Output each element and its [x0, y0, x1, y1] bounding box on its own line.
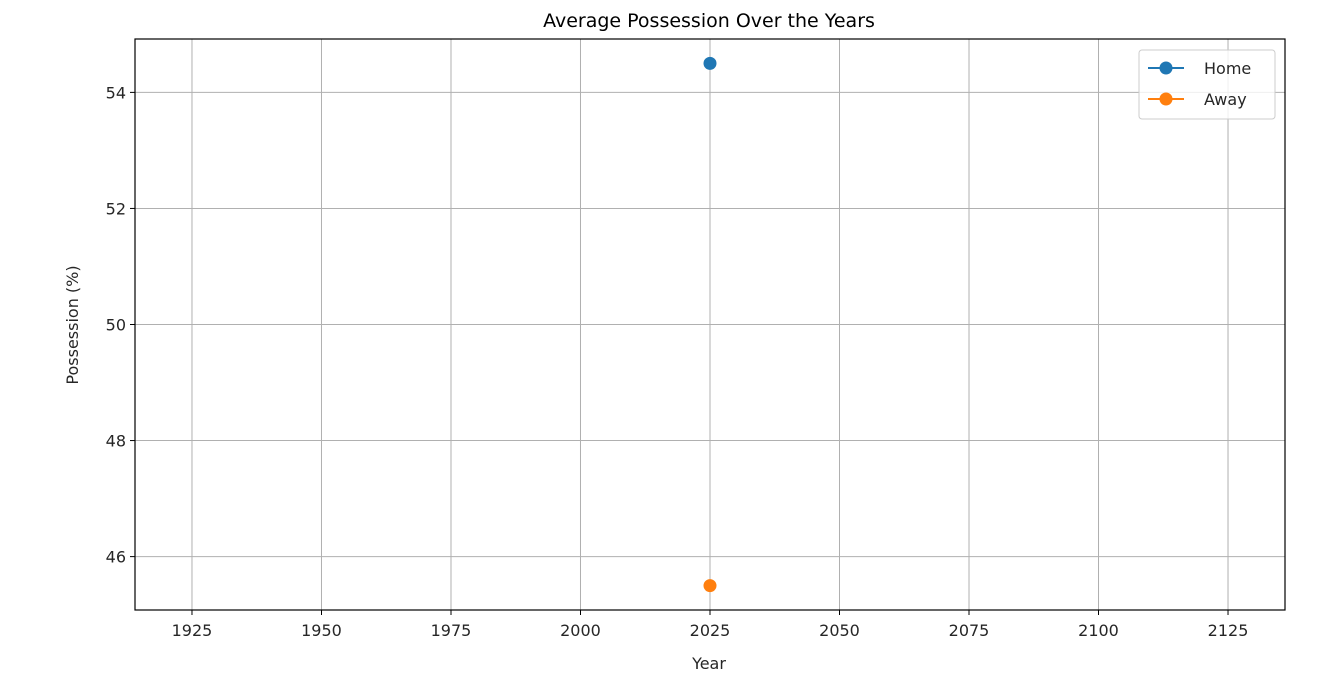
- y-tick-label: 50: [106, 316, 126, 335]
- legend-marker-home: [1159, 61, 1173, 75]
- x-tick-label: 2075: [949, 621, 990, 640]
- x-tick-label: 2050: [819, 621, 860, 640]
- legend-label-home: Home: [1204, 59, 1251, 78]
- x-tick-label: 1950: [301, 621, 342, 640]
- data-point-away: [703, 579, 717, 593]
- y-tick-label: 46: [106, 548, 126, 567]
- legend-label-away: Away: [1204, 90, 1247, 109]
- x-tick-label: 1975: [431, 621, 472, 640]
- x-axis-label: Year: [691, 654, 726, 673]
- data-point-home: [703, 56, 717, 70]
- x-tick-label: 2125: [1208, 621, 1249, 640]
- legend: Home Away: [1138, 49, 1276, 120]
- y-axis-label: Possession (%): [63, 265, 82, 384]
- x-tick-label: 2000: [560, 621, 601, 640]
- plot-area-frame: [134, 38, 1286, 611]
- grid-lines: [135, 39, 1285, 610]
- y-tick-label: 48: [106, 432, 126, 451]
- y-tick-label: 54: [106, 83, 126, 102]
- chart-title: Average Possession Over the Years: [543, 10, 875, 32]
- series-points: [703, 56, 717, 593]
- x-tick-label: 2025: [690, 621, 731, 640]
- legend-marker-away: [1159, 92, 1173, 106]
- x-tick-label: 1925: [172, 621, 213, 640]
- axis-ticks: 1925 1950 1975 2000 2025 2050 2075 2100 2125 46 48…: [106, 83, 1249, 640]
- x-tick-label: 2100: [1078, 621, 1119, 640]
- y-tick-label: 52: [106, 199, 126, 218]
